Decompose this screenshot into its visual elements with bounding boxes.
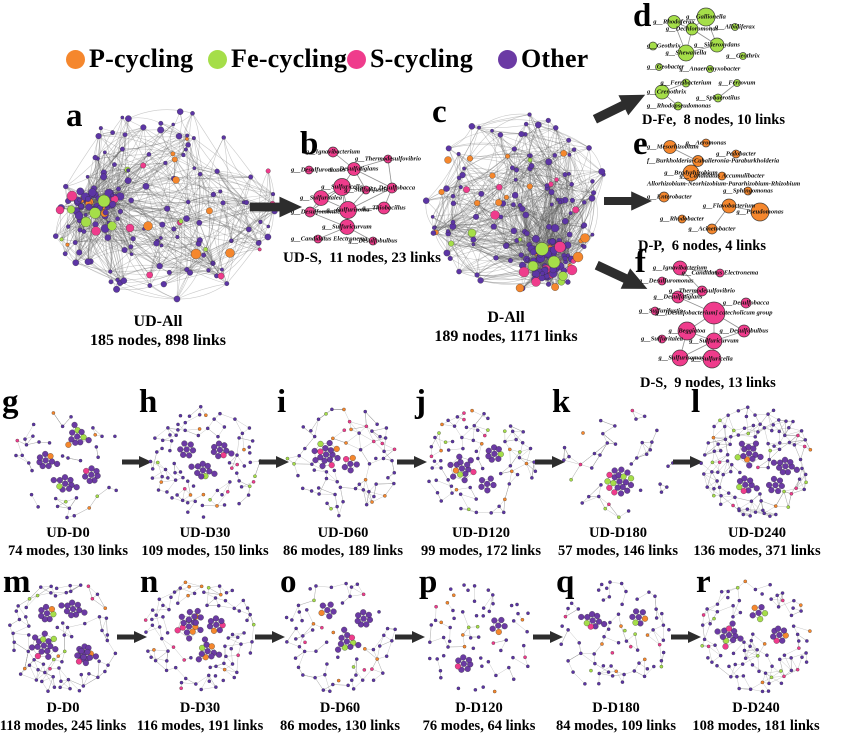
caption-name: UD-D30 xyxy=(179,525,231,541)
network-d-p xyxy=(646,134,862,240)
arrow-icon xyxy=(394,628,425,646)
caption-d-fe: D-Fe, 8 nodes, 10 links xyxy=(642,112,786,128)
network-d-d60 xyxy=(280,577,400,697)
caption-name: D-D180 xyxy=(592,700,640,716)
network-d-d120 xyxy=(419,577,539,697)
caption-d-d240: D-D240 108 modes, 181 links xyxy=(676,699,836,735)
arrow-icon xyxy=(589,83,651,131)
legend-label-other: Other xyxy=(521,44,589,73)
network-d-fe xyxy=(646,4,862,116)
p-cycling-swatch-icon xyxy=(66,49,85,69)
caption-d-d180: D-D180 84 modes, 109 links xyxy=(536,699,696,735)
caption-ud-d180: UD-D180 57 modes, 146 links xyxy=(538,524,698,560)
caption-name: UD-D0 xyxy=(46,525,90,541)
caption-ud-all: UD-All 185 nodes, 898 links xyxy=(48,312,268,350)
arrow-icon xyxy=(672,453,703,471)
arrow-icon xyxy=(116,628,147,646)
legend-label-fe-cycling: Fe-cycling xyxy=(231,44,348,73)
caption-stats: 118 modes, 245 links xyxy=(0,718,127,734)
caption-stats: 86 modes, 130 links xyxy=(279,718,401,734)
network-d-d0 xyxy=(3,577,123,697)
network-d-s xyxy=(638,254,862,380)
panel-letter-e: e xyxy=(633,126,648,162)
panel-letter-j: j xyxy=(415,384,426,420)
arrow-icon xyxy=(532,628,563,646)
legend-item-p-cycling: P-cycling xyxy=(66,44,193,74)
network-d-all xyxy=(418,104,620,306)
fe-cycling-swatch-icon xyxy=(208,49,227,69)
caption-ud-all-name: UD-All xyxy=(133,313,183,330)
caption-ud-all-stats: 185 nodes, 898 links xyxy=(89,332,227,349)
network-ud-all xyxy=(30,98,292,316)
legend-item-fe-cycling: Fe-cycling xyxy=(208,44,347,74)
caption-stats: 57 modes, 146 links xyxy=(557,543,679,559)
caption-ud-s: UD-S, 11 nodes, 23 links xyxy=(283,250,441,266)
caption-d-d0: D-D0 118 modes, 245 links xyxy=(0,699,143,735)
caption-stats: 99 modes, 172 links xyxy=(420,543,542,559)
arrow-icon xyxy=(255,628,285,646)
caption-stats: 136 modes, 371 links xyxy=(693,543,821,559)
caption-d-d60: D-D60 86 modes, 130 links xyxy=(260,699,420,735)
other-swatch-icon xyxy=(498,49,517,69)
caption-name: D-D120 xyxy=(455,700,503,716)
network-d-d180 xyxy=(556,577,676,697)
caption-d-all-name: D-All xyxy=(487,309,525,326)
caption-name: D-D240 xyxy=(732,700,780,716)
caption-d-all: D-All 189 nodes, 1171 links xyxy=(396,308,616,346)
legend-item-s-cycling: S-cycling xyxy=(347,44,473,74)
legend-label-p-cycling: P-cycling xyxy=(89,44,194,73)
legend-label-s-cycling: S-cycling xyxy=(370,44,473,73)
arrow-icon xyxy=(534,453,565,471)
caption-stats: 76 modes, 64 links xyxy=(422,718,536,734)
caption-ud-d60: UD-D60 86 modes, 189 links xyxy=(263,524,423,560)
caption-d-d120: D-D120 76 modes, 64 links xyxy=(399,699,559,735)
arrow-icon xyxy=(397,453,427,471)
caption-ud-d0: UD-D0 74 modes, 130 links xyxy=(0,524,148,560)
caption-stats: 86 modes, 189 links xyxy=(282,543,404,559)
caption-name: UD-D240 xyxy=(728,525,786,541)
caption-stats: 108 modes, 181 links xyxy=(692,718,820,734)
caption-d-all-stats: 189 nodes, 1171 links xyxy=(434,328,578,345)
caption-d-d30: D-D30 116 modes, 191 links xyxy=(120,699,280,735)
panel-letter-l: l xyxy=(691,384,701,420)
caption-name: D-D0 xyxy=(46,700,80,716)
caption-d-p: D-P, 6 nodes, 4 links xyxy=(638,238,766,254)
network-ud-d120 xyxy=(422,403,540,521)
arrow-icon xyxy=(604,189,652,213)
caption-name: UD-D120 xyxy=(452,525,510,541)
caption-ud-d120: UD-D120 99 modes, 172 links xyxy=(401,524,561,560)
legend-item-other: Other xyxy=(498,44,588,74)
network-ud-d180 xyxy=(559,403,677,521)
caption-stats: 109 modes, 150 links xyxy=(141,543,269,559)
arrow-icon xyxy=(671,628,701,646)
s-cycling-swatch-icon xyxy=(347,49,366,69)
network-ud-d240 xyxy=(698,403,816,521)
arrow-icon xyxy=(259,453,289,471)
network-ud-d30 xyxy=(146,403,264,521)
network-ud-d60 xyxy=(284,403,402,521)
network-d-d30 xyxy=(140,577,260,697)
panel-letter-i: i xyxy=(277,384,287,420)
caption-ud-d30: UD-D30 109 modes, 150 links xyxy=(125,524,285,560)
caption-name: D-D30 xyxy=(179,700,221,716)
arrow-icon xyxy=(121,453,152,471)
caption-name: UD-D60 xyxy=(317,525,369,541)
caption-stats: 116 modes, 191 links xyxy=(136,718,264,734)
caption-d-s: D-S, 9 nodes, 13 links xyxy=(640,375,776,391)
network-ud-d0 xyxy=(9,403,127,521)
caption-ud-d240: UD-D240 136 modes, 371 links xyxy=(677,524,837,560)
arrow-icon xyxy=(591,253,653,300)
caption-name: UD-D180 xyxy=(589,525,647,541)
arrow-icon xyxy=(250,195,302,219)
caption-name: D-D60 xyxy=(319,700,361,716)
network-d-d240 xyxy=(696,577,816,697)
caption-stats: 84 modes, 109 links xyxy=(555,718,677,734)
caption-stats: 74 modes, 130 links xyxy=(7,543,129,559)
